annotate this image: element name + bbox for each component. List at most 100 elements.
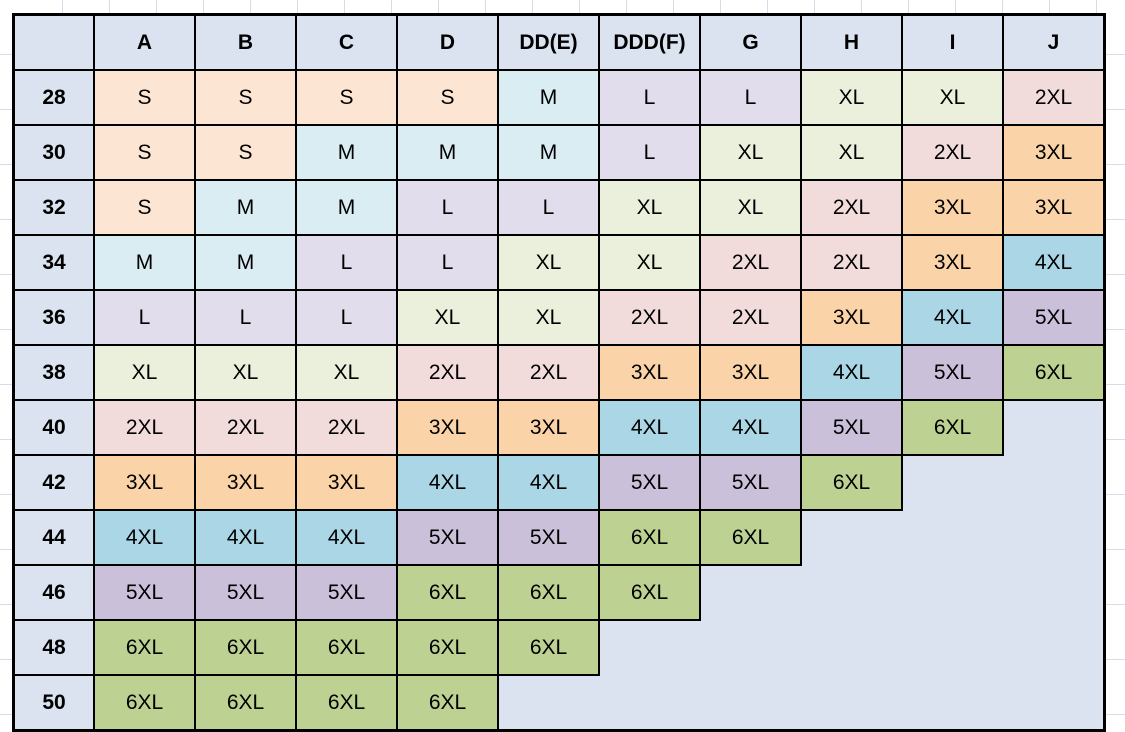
size-cell-28-i[interactable]: XL	[901, 69, 1004, 126]
size-cell-30-h[interactable]: XL	[800, 124, 903, 181]
size-cell-44-g[interactable]: 6XL	[699, 509, 802, 566]
size-cell-34-j[interactable]: 4XL	[1002, 234, 1106, 291]
row-header-48[interactable]: 48	[12, 619, 95, 676]
size-cell-34-a[interactable]: M	[93, 234, 196, 291]
size-cell-40-c[interactable]: 2XL	[295, 399, 398, 456]
size-cell-32-c[interactable]: M	[295, 179, 398, 236]
size-cell-30-dde[interactable]: M	[497, 124, 600, 181]
size-cell-38-i[interactable]: 5XL	[901, 344, 1004, 401]
size-cell-28-dde[interactable]: M	[497, 69, 600, 126]
size-cell-40-dddf[interactable]: 4XL	[598, 399, 701, 456]
row-header-28[interactable]: 28	[12, 69, 95, 126]
size-cell-36-dddf[interactable]: 2XL	[598, 289, 701, 346]
row-header-40[interactable]: 40	[12, 399, 95, 456]
size-cell-40-dde[interactable]: 3XL	[497, 399, 600, 456]
size-cell-48-d[interactable]: 6XL	[396, 619, 499, 676]
size-cell-46-dddf[interactable]: 6XL	[598, 564, 701, 621]
row-header-36[interactable]: 36	[12, 289, 95, 346]
size-cell-36-c[interactable]: L	[295, 289, 398, 346]
size-cell-30-g[interactable]: XL	[699, 124, 802, 181]
size-cell-30-d[interactable]: M	[396, 124, 499, 181]
size-cell-48-c[interactable]: 6XL	[295, 619, 398, 676]
size-cell-34-dde[interactable]: XL	[497, 234, 600, 291]
size-cell-38-d[interactable]: 2XL	[396, 344, 499, 401]
size-cell-36-d[interactable]: XL	[396, 289, 499, 346]
size-cell-30-c[interactable]: M	[295, 124, 398, 181]
size-cell-44-a[interactable]: 4XL	[93, 509, 196, 566]
size-cell-36-g[interactable]: 2XL	[699, 289, 802, 346]
size-cell-38-j[interactable]: 6XL	[1002, 344, 1106, 401]
size-cell-30-j[interactable]: 3XL	[1002, 124, 1106, 181]
size-cell-50-a[interactable]: 6XL	[93, 674, 196, 732]
size-cell-42-d[interactable]: 4XL	[396, 454, 499, 511]
row-header-38[interactable]: 38	[12, 344, 95, 401]
column-header-b[interactable]: B	[194, 13, 297, 71]
row-header-46[interactable]: 46	[12, 564, 95, 621]
size-cell-32-g[interactable]: XL	[699, 179, 802, 236]
size-cell-36-h[interactable]: 3XL	[800, 289, 903, 346]
size-cell-38-dde[interactable]: 2XL	[497, 344, 600, 401]
size-cell-30-dddf[interactable]: L	[598, 124, 701, 181]
size-cell-44-d[interactable]: 5XL	[396, 509, 499, 566]
size-cell-42-dde[interactable]: 4XL	[497, 454, 600, 511]
size-cell-46-dde[interactable]: 6XL	[497, 564, 600, 621]
size-cell-46-b[interactable]: 5XL	[194, 564, 297, 621]
size-cell-32-h[interactable]: 2XL	[800, 179, 903, 236]
size-cell-42-g[interactable]: 5XL	[699, 454, 802, 511]
column-header-a[interactable]: A	[93, 13, 196, 71]
size-cell-50-b[interactable]: 6XL	[194, 674, 297, 732]
row-header-34[interactable]: 34	[12, 234, 95, 291]
size-cell-38-g[interactable]: 3XL	[699, 344, 802, 401]
size-cell-46-a[interactable]: 5XL	[93, 564, 196, 621]
size-cell-36-dde[interactable]: XL	[497, 289, 600, 346]
size-cell-38-b[interactable]: XL	[194, 344, 297, 401]
size-cell-34-g[interactable]: 2XL	[699, 234, 802, 291]
size-cell-28-c[interactable]: S	[295, 69, 398, 126]
size-cell-32-j[interactable]: 3XL	[1002, 179, 1106, 236]
size-cell-40-i[interactable]: 6XL	[901, 399, 1004, 456]
row-header-44[interactable]: 44	[12, 509, 95, 566]
size-cell-28-dddf[interactable]: L	[598, 69, 701, 126]
size-cell-28-h[interactable]: XL	[800, 69, 903, 126]
size-cell-40-d[interactable]: 3XL	[396, 399, 499, 456]
size-cell-42-b[interactable]: 3XL	[194, 454, 297, 511]
row-header-32[interactable]: 32	[12, 179, 95, 236]
size-cell-28-d[interactable]: S	[396, 69, 499, 126]
size-cell-34-i[interactable]: 3XL	[901, 234, 1004, 291]
column-header-h[interactable]: H	[800, 13, 903, 71]
size-cell-36-j[interactable]: 5XL	[1002, 289, 1106, 346]
size-cell-32-dddf[interactable]: XL	[598, 179, 701, 236]
size-cell-34-c[interactable]: L	[295, 234, 398, 291]
size-cell-32-a[interactable]: S	[93, 179, 196, 236]
size-cell-38-c[interactable]: XL	[295, 344, 398, 401]
size-cell-38-a[interactable]: XL	[93, 344, 196, 401]
size-cell-46-d[interactable]: 6XL	[396, 564, 499, 621]
size-cell-42-a[interactable]: 3XL	[93, 454, 196, 511]
size-cell-30-i[interactable]: 2XL	[901, 124, 1004, 181]
size-cell-40-a[interactable]: 2XL	[93, 399, 196, 456]
size-cell-42-h[interactable]: 6XL	[800, 454, 903, 511]
size-cell-34-h[interactable]: 2XL	[800, 234, 903, 291]
column-header-i[interactable]: I	[901, 13, 1004, 71]
column-header-j[interactable]: J	[1002, 13, 1106, 71]
size-cell-28-j[interactable]: 2XL	[1002, 69, 1106, 126]
size-cell-28-b[interactable]: S	[194, 69, 297, 126]
size-cell-40-h[interactable]: 5XL	[800, 399, 903, 456]
size-cell-36-i[interactable]: 4XL	[901, 289, 1004, 346]
corner-cell[interactable]	[12, 13, 95, 71]
size-cell-50-d[interactable]: 6XL	[396, 674, 499, 732]
size-cell-28-g[interactable]: L	[699, 69, 802, 126]
column-header-dddf[interactable]: DDD(F)	[598, 13, 701, 71]
size-cell-38-dddf[interactable]: 3XL	[598, 344, 701, 401]
size-cell-30-b[interactable]: S	[194, 124, 297, 181]
column-header-c[interactable]: C	[295, 13, 398, 71]
column-header-dde[interactable]: DD(E)	[497, 13, 600, 71]
column-header-d[interactable]: D	[396, 13, 499, 71]
row-header-42[interactable]: 42	[12, 454, 95, 511]
size-cell-36-a[interactable]: L	[93, 289, 196, 346]
size-cell-40-b[interactable]: 2XL	[194, 399, 297, 456]
size-cell-48-b[interactable]: 6XL	[194, 619, 297, 676]
size-cell-32-d[interactable]: L	[396, 179, 499, 236]
size-cell-30-a[interactable]: S	[93, 124, 196, 181]
size-cell-32-b[interactable]: M	[194, 179, 297, 236]
